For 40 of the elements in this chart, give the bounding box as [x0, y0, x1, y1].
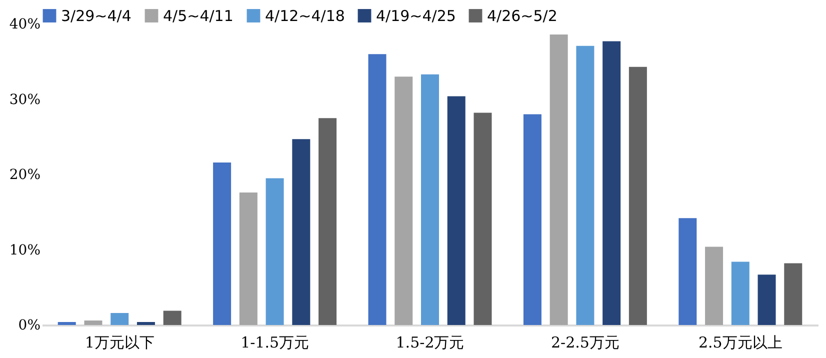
legend-label: 4/12~4/18 — [265, 6, 345, 25]
bar — [394, 76, 413, 325]
x-tick-label: 2-2.5万元 — [550, 334, 620, 352]
x-tick-label: 1万元以下 — [84, 334, 154, 352]
legend-label: 3/29~4/4 — [61, 6, 132, 25]
bar — [292, 139, 310, 325]
bar — [602, 41, 621, 325]
bar — [523, 114, 542, 325]
bar — [368, 54, 386, 325]
bar — [705, 246, 724, 325]
bar — [136, 322, 155, 325]
bar — [474, 112, 492, 325]
legend-label: 4/26~5/2 — [487, 6, 558, 25]
y-tick-label: 10% — [9, 242, 40, 258]
y-tick-label: 40% — [9, 16, 40, 32]
x-tick-label: 2.5万元以上 — [698, 334, 782, 352]
y-tick-label: 30% — [9, 92, 40, 108]
bar — [678, 218, 697, 325]
bar — [266, 178, 284, 325]
legend-label: 4/5~4/11 — [163, 6, 234, 25]
bar — [318, 118, 337, 325]
bar — [731, 262, 750, 325]
bar — [576, 46, 594, 325]
bar — [628, 66, 647, 325]
y-tick-label: 20% — [9, 167, 40, 183]
bar — [758, 274, 776, 325]
bar — [163, 310, 182, 325]
x-tick-label: 1-1.5万元 — [240, 334, 310, 352]
bar — [550, 34, 568, 325]
bar — [421, 74, 439, 325]
legend-label: 4/19~4/25 — [376, 6, 456, 25]
bar — [239, 192, 258, 325]
y-tick-label: 0% — [18, 318, 40, 334]
bar — [110, 312, 129, 325]
bar — [213, 162, 232, 325]
bar — [58, 322, 76, 325]
bar — [784, 263, 802, 325]
bar — [447, 96, 466, 325]
x-tick-label: 1.5-2万元 — [396, 334, 464, 352]
bar — [84, 320, 102, 325]
